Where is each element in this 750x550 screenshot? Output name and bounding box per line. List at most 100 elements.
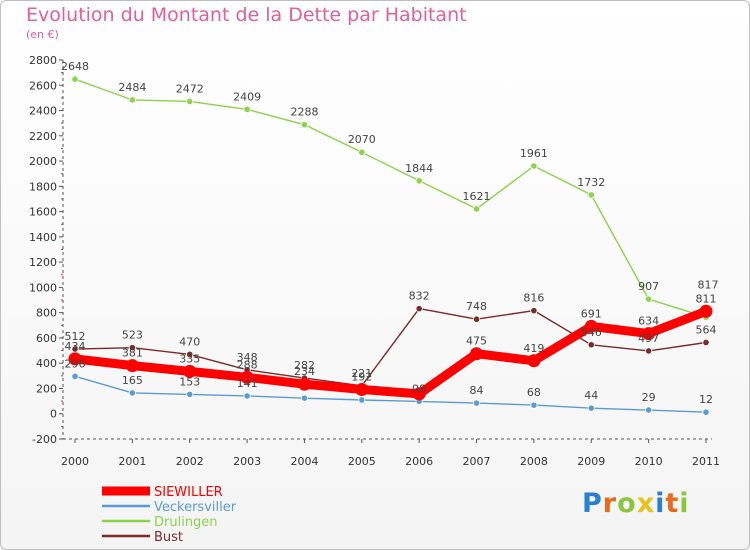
data-label: 419	[523, 342, 544, 355]
logo-letter: x	[636, 488, 656, 519]
data-label: 2409	[233, 90, 261, 103]
data-label: 1844	[405, 162, 433, 175]
data-labels: 434 381 335 288 234 192 475 419 691 634 811 296 165 1…	[61, 60, 719, 406]
data-label: 2484	[118, 81, 146, 94]
data-point	[300, 394, 309, 402]
legend-item-veckersviller: Veckersviller	[102, 500, 237, 515]
data-label: 68	[527, 386, 541, 399]
data-point	[297, 377, 311, 391]
data-label: 221	[351, 367, 372, 380]
data-point	[358, 148, 366, 156]
legend-label: SIEWILLER	[154, 485, 223, 500]
x-tick-label: 2004	[290, 455, 318, 468]
y-tick-label: 1200	[29, 256, 57, 269]
proxiti-logo: Proxiti	[582, 488, 690, 519]
y-tick-label: -200	[32, 433, 57, 446]
data-point	[300, 121, 309, 129]
data-point	[68, 352, 82, 366]
x-tick-label: 2002	[176, 455, 204, 468]
data-point	[355, 382, 369, 396]
data-point	[128, 389, 136, 397]
data-point	[71, 345, 79, 353]
data-label: 634	[638, 315, 659, 328]
y-tick-label: 200	[36, 382, 57, 395]
y-tick-label: 2600	[29, 79, 57, 92]
x-tick-label: 2003	[233, 455, 261, 468]
x-tick-label: 2008	[520, 455, 548, 468]
series-bust	[71, 305, 710, 390]
data-label: 348	[237, 351, 258, 364]
data-label: 288	[237, 358, 258, 371]
data-label: 564	[696, 323, 717, 336]
y-tick-label: 1600	[29, 206, 57, 219]
data-point	[470, 347, 484, 361]
data-point	[472, 315, 481, 323]
data-label: 475	[466, 335, 487, 348]
data-point	[412, 387, 426, 401]
data-point	[584, 319, 598, 333]
data-point	[702, 338, 710, 347]
series-line	[70, 306, 711, 399]
chart-title: Evolution du Montant de la Dette par Hab…	[26, 4, 467, 26]
data-point	[645, 347, 653, 355]
data-label: 811	[696, 292, 717, 305]
y-tick-label: 400	[36, 357, 57, 370]
axes: -200 0 200 400 600 800 1000 1200 1400 1600 1800 200…	[29, 54, 720, 468]
data-label: 691	[581, 307, 602, 320]
data-point	[530, 162, 538, 170]
data-label: 546	[581, 326, 602, 339]
series-drulingen	[71, 75, 710, 321]
data-label: 44	[584, 389, 598, 402]
data-point	[128, 96, 136, 104]
data-label: 1961	[520, 147, 548, 160]
data-point	[530, 307, 538, 315]
data-label: 748	[466, 300, 487, 313]
data-point	[415, 177, 423, 185]
series-veckersviller	[71, 372, 710, 416]
data-point	[699, 304, 713, 318]
data-point	[186, 97, 194, 106]
y-tick-label: 1400	[29, 231, 57, 244]
legend-item-bust: Bust	[102, 530, 183, 545]
data-point	[358, 396, 366, 404]
chart-subtitle: (en €)	[26, 28, 59, 41]
data-point	[472, 399, 481, 407]
y-tick-label: 2000	[29, 155, 57, 168]
series-line	[74, 78, 707, 318]
x-tick-label: 2000	[61, 455, 89, 468]
data-label: 1621	[463, 190, 491, 203]
y-tick-label: 2400	[29, 105, 57, 118]
y-tick-label: 600	[36, 332, 57, 345]
data-label: 816	[523, 292, 544, 305]
data-point	[472, 205, 481, 213]
data-point	[125, 359, 139, 373]
x-tick-label: 2006	[405, 455, 433, 468]
y-tick-label: 2200	[29, 130, 57, 143]
data-point	[645, 295, 653, 303]
series-line	[74, 307, 707, 387]
data-label: 381	[122, 347, 143, 360]
logo-letter: t	[665, 488, 680, 519]
y-tick-label: 1800	[29, 180, 57, 193]
data-label: 282	[294, 359, 315, 372]
data-point	[71, 75, 79, 83]
data-point	[186, 390, 194, 399]
series-siewiller	[68, 304, 713, 401]
x-tick-label: 2009	[577, 455, 605, 468]
data-label: 2070	[348, 133, 376, 146]
data-point	[527, 354, 541, 368]
series-line	[74, 375, 707, 413]
data-label: 907	[638, 280, 659, 293]
data-label: 335	[179, 352, 200, 365]
logo-letter: o	[617, 488, 637, 519]
logo-letter: i	[679, 488, 690, 519]
data-point	[645, 406, 653, 414]
data-label: 29	[642, 391, 656, 404]
data-point	[183, 364, 197, 378]
data-label: 2288	[290, 106, 318, 119]
data-label: 523	[122, 329, 143, 342]
data-point	[642, 327, 656, 341]
data-label: 1732	[577, 176, 605, 189]
data-point	[587, 341, 595, 349]
